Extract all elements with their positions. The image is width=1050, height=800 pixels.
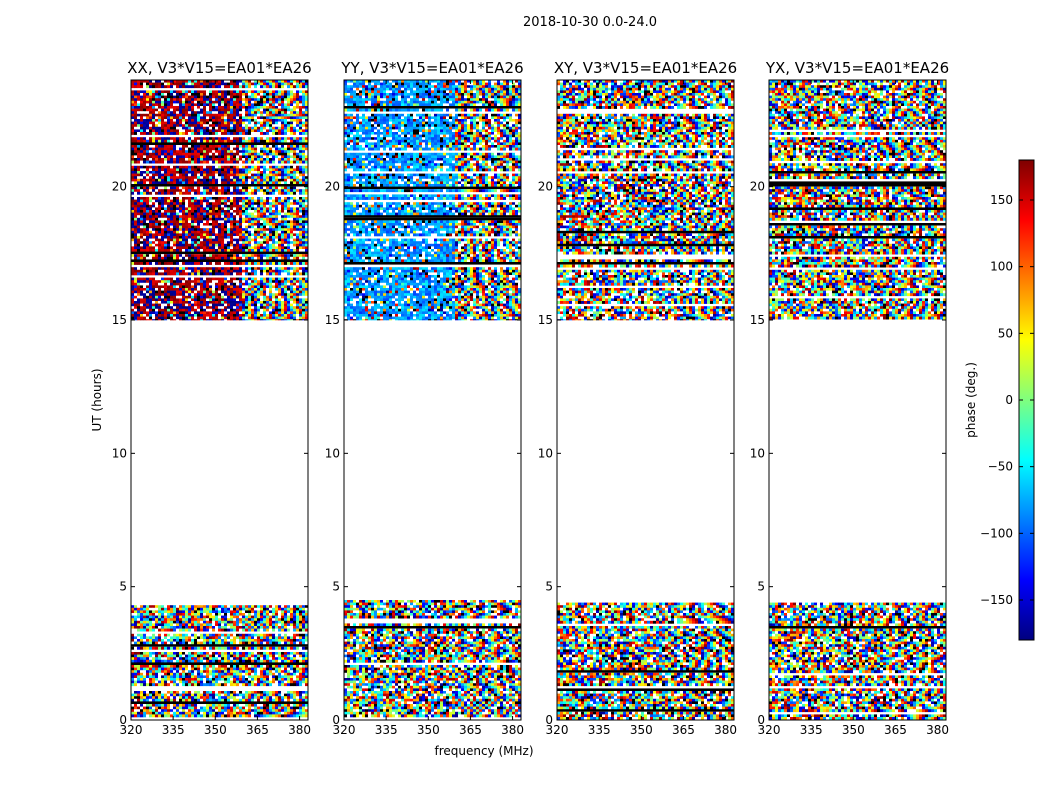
panel-title: YX, V3*V15=EA01*EA26 (765, 59, 949, 77)
y-tick-label: 0 (119, 713, 127, 727)
x-tick-label: 365 (672, 723, 695, 737)
axes-frame (768, 79, 947, 721)
y-tick-label: 20 (112, 180, 127, 194)
colorbar-tick-label: −150 (980, 593, 1013, 607)
y-tick-label: 0 (332, 713, 340, 727)
y-tick-label: 5 (119, 580, 127, 594)
y-tick-label: 15 (538, 313, 553, 327)
y-tick-label: 15 (325, 313, 340, 327)
axes-frame (130, 79, 309, 721)
y-tick-label: 20 (538, 180, 553, 194)
x-tick-label: 350 (417, 723, 440, 737)
y-tick-label: 10 (750, 446, 765, 460)
x-tick-label: 320 (120, 723, 143, 737)
x-tick-label: 320 (333, 723, 356, 737)
colorbar-tick-label: 0 (1005, 393, 1013, 407)
x-tick-label: 380 (288, 723, 311, 737)
y-tick-label: 0 (757, 713, 765, 727)
panel-yx: YX, V3*V15=EA01*EA26 320 335 350 365 380 0 5 10 1… (750, 59, 949, 737)
panels: XX, V3*V15=EA01*EA26 320 335 350 365 380 0 5 10 1… (90, 59, 949, 758)
y-tick-label: 5 (757, 580, 765, 594)
x-axis-label: frequency (MHz) (434, 744, 533, 758)
axes-frame (556, 79, 735, 721)
colorbar: 150 100 50 0 −50 −100 −150 phase (deg.) (964, 159, 1035, 641)
heatmap-cells (131, 80, 308, 718)
x-tick-label: 335 (162, 723, 185, 737)
panel-title: YY, V3*V15=EA01*EA26 (340, 59, 523, 77)
y-tick-label: 15 (112, 313, 127, 327)
panel-yy: YY, V3*V15=EA01*EA26 320 335 350 365 380 0 5 10 1… (325, 59, 534, 758)
x-tick-label: 365 (246, 723, 269, 737)
x-tick-label: 335 (375, 723, 398, 737)
y-tick-label: 20 (750, 180, 765, 194)
y-tick-label: 15 (750, 313, 765, 327)
panel-xy: XY, V3*V15=EA01*EA26 320 335 350 365 380 0 5 10 1… (538, 59, 737, 737)
heatmap-cells (769, 80, 946, 720)
figure-title: 2018-10-30 0.0-24.0 (523, 15, 657, 30)
x-tick-label: 380 (714, 723, 737, 737)
x-tick-label: 350 (842, 723, 865, 737)
x-tick-label: 365 (459, 723, 482, 737)
x-tick-label: 350 (204, 723, 227, 737)
y-tick-label: 5 (332, 580, 340, 594)
y-tick-label: 10 (112, 446, 127, 460)
y-tick-label: 10 (538, 446, 553, 460)
x-tick-label: 335 (800, 723, 823, 737)
panel-xx: XX, V3*V15=EA01*EA26 320 335 350 365 380 0 5 10 1… (90, 59, 312, 737)
panel-title: XX, V3*V15=EA01*EA26 (127, 59, 311, 77)
heatmap-cells (557, 80, 734, 720)
axes-frame (343, 79, 522, 721)
colorbar-label: phase (deg.) (964, 362, 978, 438)
x-tick-label: 320 (546, 723, 569, 737)
x-tick-label: 380 (501, 723, 524, 737)
colorbar-tick-label: −100 (980, 526, 1013, 540)
y-axis-label: UT (hours) (90, 368, 104, 431)
y-tick-label: 20 (325, 180, 340, 194)
colorbar-tick-label: −50 (988, 460, 1013, 474)
y-tick-label: 5 (545, 580, 553, 594)
x-tick-label: 335 (588, 723, 611, 737)
x-tick-label: 380 (926, 723, 949, 737)
x-tick-label: 320 (758, 723, 781, 737)
heatmap-cells (344, 80, 521, 720)
x-tick-label: 365 (884, 723, 907, 737)
y-tick-label: 0 (545, 713, 553, 727)
colorbar-tick-label: 100 (990, 260, 1013, 274)
x-tick-label: 350 (630, 723, 653, 737)
colorbar-tick-label: 150 (990, 193, 1013, 207)
y-tick-label: 10 (325, 446, 340, 460)
panel-title: XY, V3*V15=EA01*EA26 (554, 59, 737, 77)
colorbar-tick-label: 50 (998, 326, 1013, 340)
